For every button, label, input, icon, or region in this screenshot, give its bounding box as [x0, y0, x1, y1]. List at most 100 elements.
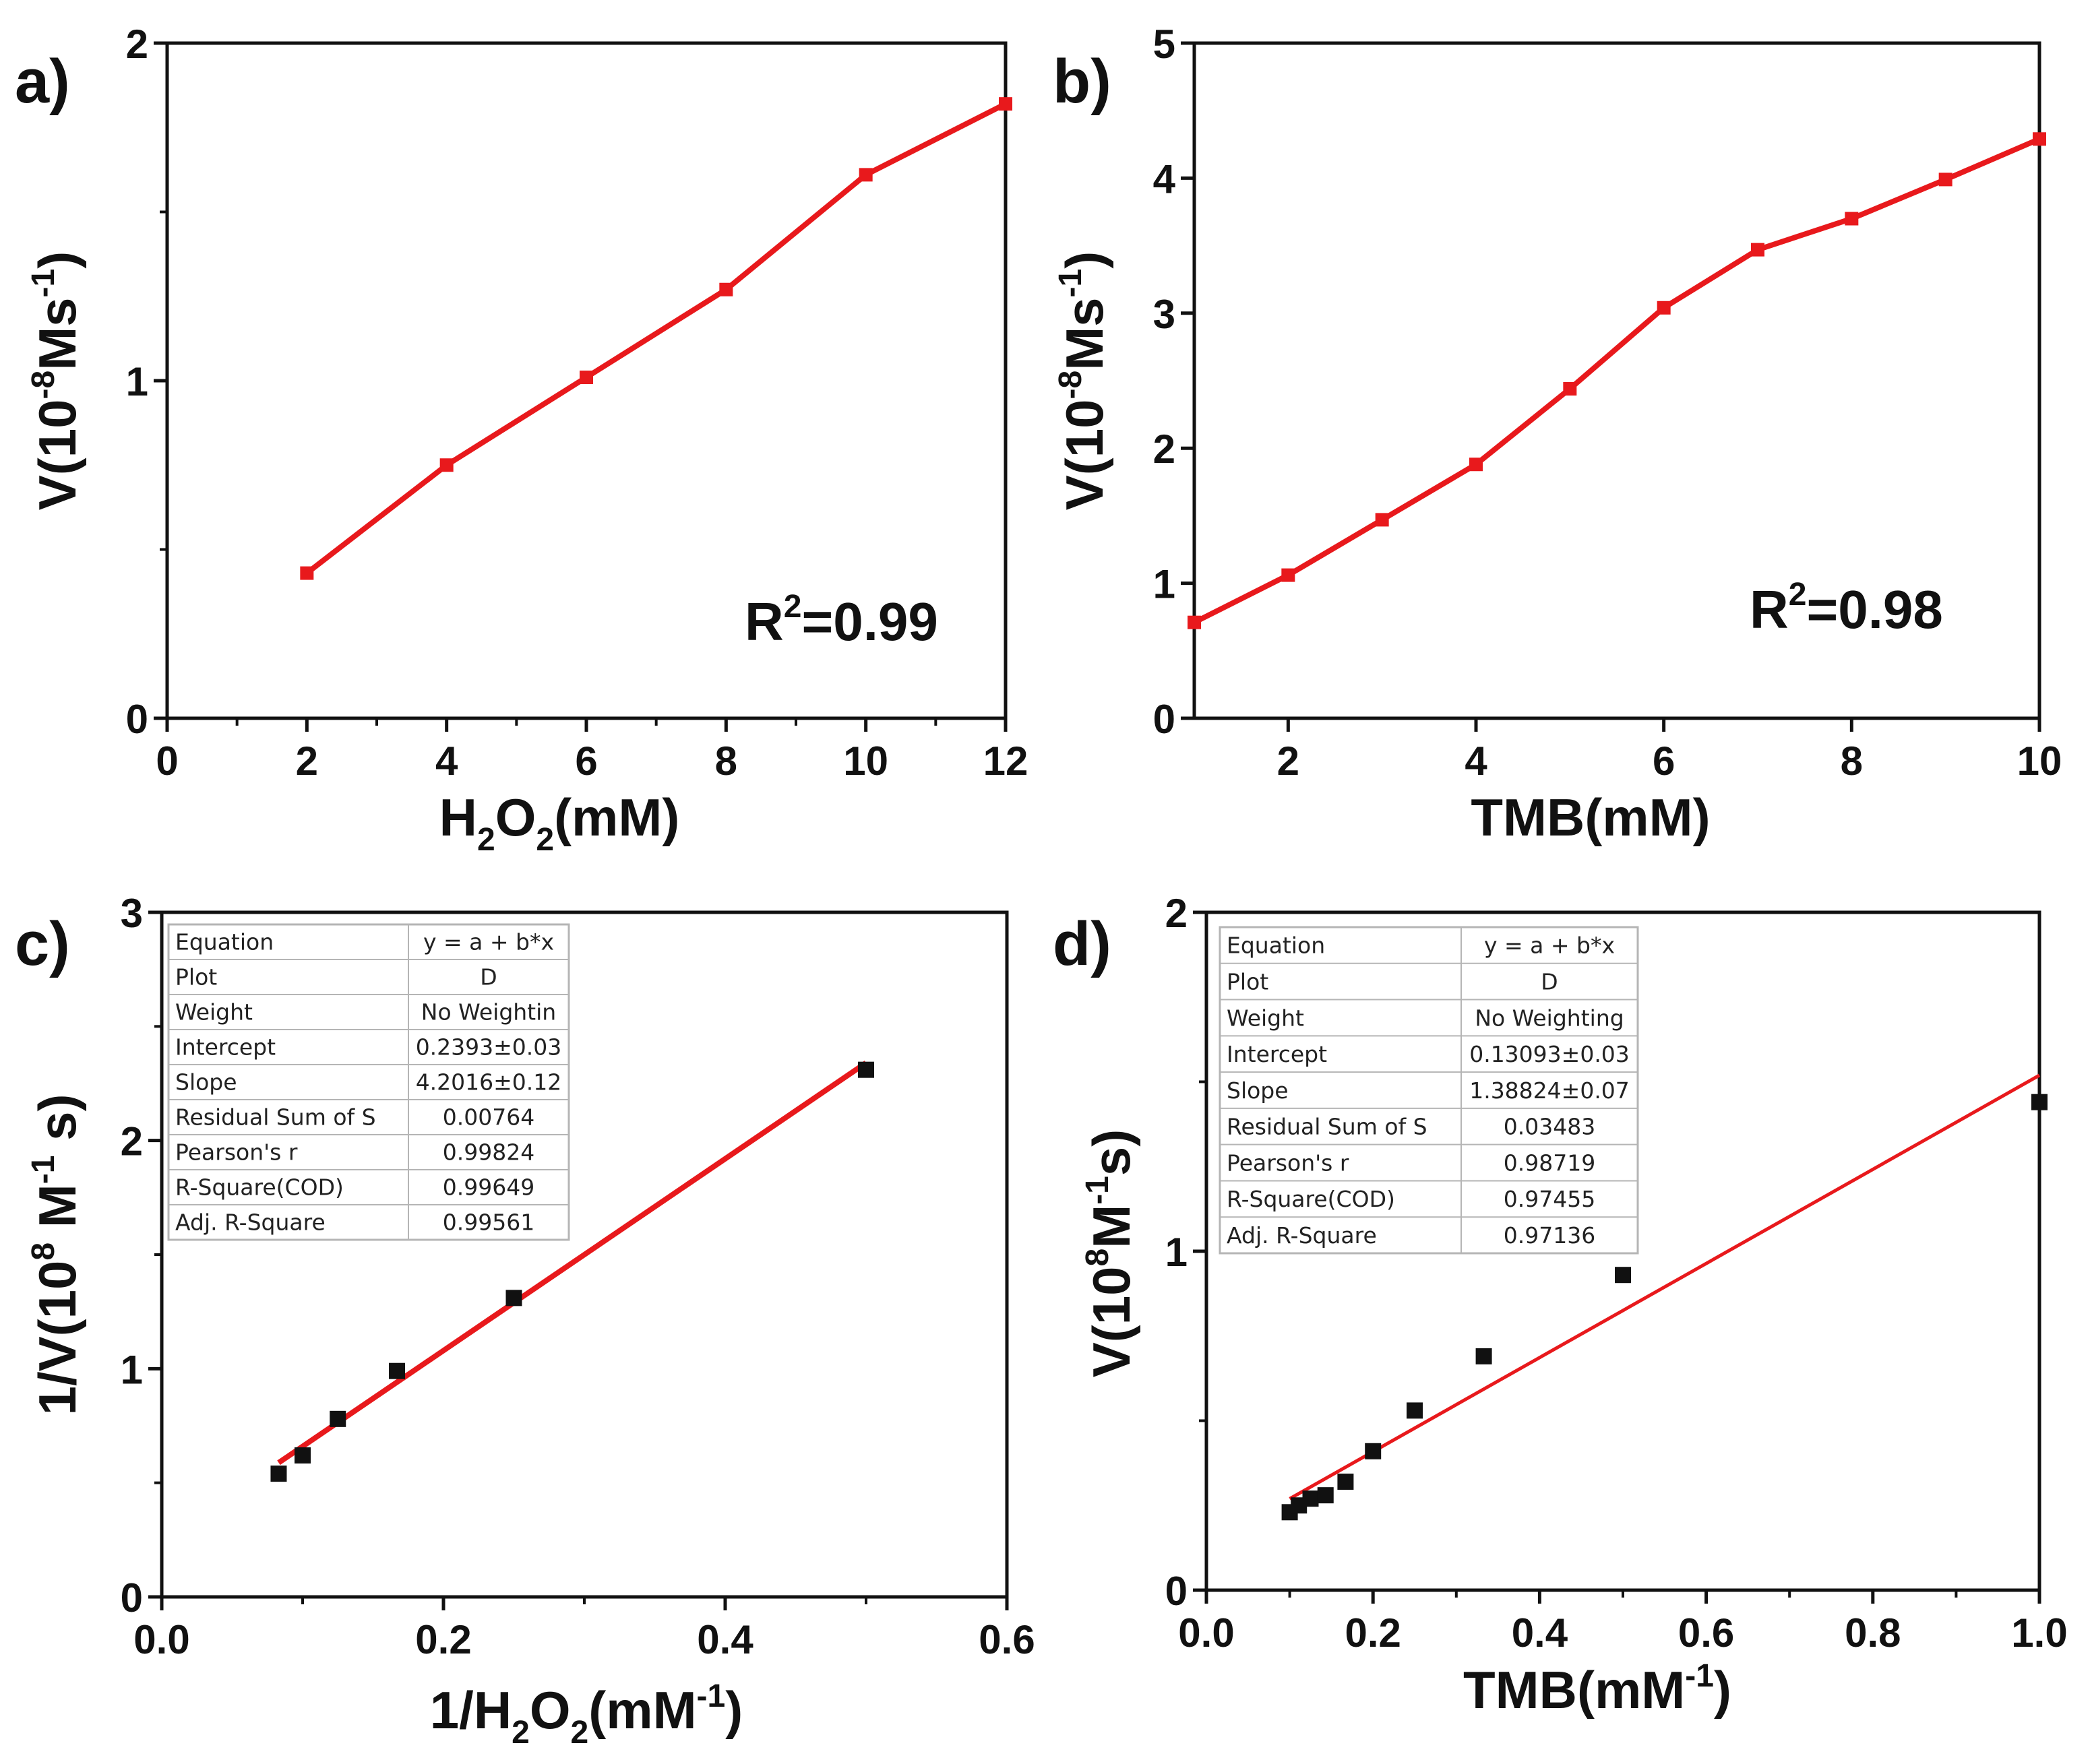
y-tick-label: 1: [121, 1347, 143, 1392]
x-tick-label: 6: [575, 738, 597, 784]
fit-table-value: 0.99561: [443, 1209, 534, 1235]
x-tick-label: 10: [843, 738, 888, 784]
panel-a-y-ticks: 0 1 2: [126, 22, 167, 742]
y-tick-label: 3: [1153, 292, 1175, 337]
data-point: [859, 168, 873, 182]
data-point: [1302, 1490, 1319, 1507]
data-point: [439, 458, 454, 472]
fit-table-value: 0.03483: [1504, 1114, 1595, 1140]
y-tick-label: 0: [121, 1575, 143, 1620]
data-point: [999, 97, 1012, 111]
fit-table-value: 0.13093±0.03: [1469, 1041, 1630, 1067]
y-tick-label: 1: [1153, 562, 1175, 607]
data-point: [1563, 382, 1577, 396]
fit-table-value: D: [1541, 968, 1558, 995]
data-point: [580, 370, 593, 384]
data-point: [1845, 212, 1859, 226]
panel-d-fit-table: Equation y = a + b*x Plot D Weight No Weighti…: [1219, 926, 1639, 1255]
data-point: [1751, 243, 1764, 257]
y-tick-label: 2: [121, 1119, 143, 1164]
panel-d-label: d): [1053, 910, 1111, 978]
panel-d-y-ticks: 0 1 2: [1165, 891, 1206, 1614]
fit-table-param: Pearson's r: [1227, 1149, 1349, 1176]
panel-c-marks: [270, 1061, 874, 1482]
fit-table-param: Slope: [1227, 1077, 1289, 1104]
fit-table-value: y = a + b*x: [423, 928, 554, 955]
panel-c-y-axis-title: 1/V(108 M-1 s): [26, 1094, 87, 1416]
fit-table-value: D: [480, 964, 497, 990]
fit-table-frame: [1219, 926, 1639, 1255]
y-tick-label: 2: [1153, 427, 1175, 472]
x-tick-label: 0.2: [415, 1617, 471, 1662]
panel-b-marks: [1188, 132, 2046, 629]
x-tick-label: 12: [983, 738, 1028, 784]
y-tick-label: 5: [1153, 22, 1175, 67]
fit-table-frame: [167, 923, 570, 1241]
x-tick-label: 0.4: [1512, 1610, 1568, 1656]
series-line: [1193, 136, 2041, 625]
x-tick-label: 2: [1277, 738, 1299, 784]
y-tick-label: 1: [126, 359, 148, 404]
x-tick-label: 0.4: [697, 1617, 753, 1662]
panel-b-x-ticks: 2 4 6 8 10: [1277, 718, 2062, 784]
data-point: [1281, 568, 1295, 582]
data-point: [1188, 615, 1201, 629]
fit-table-param: Residual Sum of S: [175, 1104, 376, 1130]
x-tick-label: 8: [715, 738, 737, 784]
fit-table-value: 0.99649: [443, 1174, 534, 1200]
panel-c: c) 0.0 0.2 0.4 0.6 0 1 2 3 Equation y = a + b*x…: [15, 891, 1035, 1751]
panel-b-label: b): [1053, 47, 1111, 116]
fit-table-param: R-Square(COD): [175, 1174, 344, 1200]
fit-table-value: 0.97136: [1504, 1222, 1595, 1249]
x-tick-label: 0.6: [979, 1617, 1035, 1662]
fit-table-param: Slope: [175, 1069, 237, 1095]
fit-table-param: Plot: [1227, 968, 1268, 995]
panel-d: d) 0.0 0.2 0.4 0.6 0.8 1.0 0 1 2 Equation y = a …: [1053, 891, 2068, 1720]
x-tick-label: 0.8: [1845, 1610, 1901, 1656]
panel-a-r2-annotation: R2=0.99: [745, 589, 938, 652]
x-tick-label: 0.0: [1178, 1610, 1234, 1656]
fit-table-value: 0.98719: [1504, 1149, 1595, 1176]
y-tick-label: 2: [1165, 891, 1188, 936]
panel-d-y-axis-title: V(108M-1s): [1080, 1129, 1141, 1378]
data-point: [270, 1466, 287, 1482]
data-point: [330, 1410, 346, 1427]
panel-c-fit-table: Equation y = a + b*x Plot D Weight No Weighti…: [167, 923, 570, 1241]
y-tick-label: 1: [1165, 1230, 1188, 1275]
x-tick-label: 2: [296, 738, 318, 784]
fit-table-param: Residual Sum of S: [1227, 1114, 1427, 1140]
x-tick-label: 4: [1465, 738, 1487, 784]
fit-table-param: Pearson's r: [175, 1139, 298, 1165]
fit-table-value: No Weighting: [1475, 1005, 1624, 1031]
x-tick-label: 10: [2017, 738, 2062, 784]
y-tick-label: 0: [126, 697, 148, 742]
data-point: [719, 282, 733, 296]
panel-b: b) 2 4 6 8 10 0 1 2 3 4 5 R2=0.98 TMB(mM) V(10-8M…: [1053, 22, 2062, 847]
fit-table-param: Plot: [175, 964, 217, 990]
panel-a: a) 0 2 4 6 8 10 12 012 R2=0.99 H2O2(mM) V(10-8…: [15, 22, 1028, 858]
panel-a-label: a): [15, 47, 70, 116]
fit-table-value: y = a + b*x: [1484, 933, 1615, 959]
panel-c-x-axis-title: 1/H2O2(mM-1): [430, 1678, 743, 1751]
data-point: [300, 566, 314, 580]
panel-d-x-axis-title: TMB(mM-1): [1463, 1658, 1731, 1720]
data-point: [1337, 1474, 1354, 1490]
data-point: [505, 1290, 522, 1306]
x-tick-label: 6: [1653, 738, 1675, 784]
panel-b-y-axis-title: V(10-8Ms-1): [1053, 251, 1114, 510]
panel-d-marks: [1281, 1073, 2048, 1521]
y-tick-label: 4: [1153, 156, 1176, 201]
fit-table-param: Adj. R-Square: [1227, 1222, 1377, 1249]
fit-table-value: 4.2016±0.12: [416, 1069, 562, 1095]
fit-table-param: Equation: [175, 928, 274, 955]
x-tick-label: 0: [156, 738, 178, 784]
fit-line: [277, 1061, 868, 1466]
x-tick-label: 0.6: [1678, 1610, 1734, 1656]
panel-c-x-ticks: 0.0 0.2 0.4 0.6: [133, 1597, 1035, 1662]
fit-table-value: 0.2393±0.03: [416, 1034, 562, 1060]
y-tick-label: 0: [1165, 1569, 1188, 1614]
data-point: [1615, 1267, 1631, 1284]
data-point: [1938, 172, 1952, 187]
x-tick-label: 0.0: [133, 1617, 189, 1662]
